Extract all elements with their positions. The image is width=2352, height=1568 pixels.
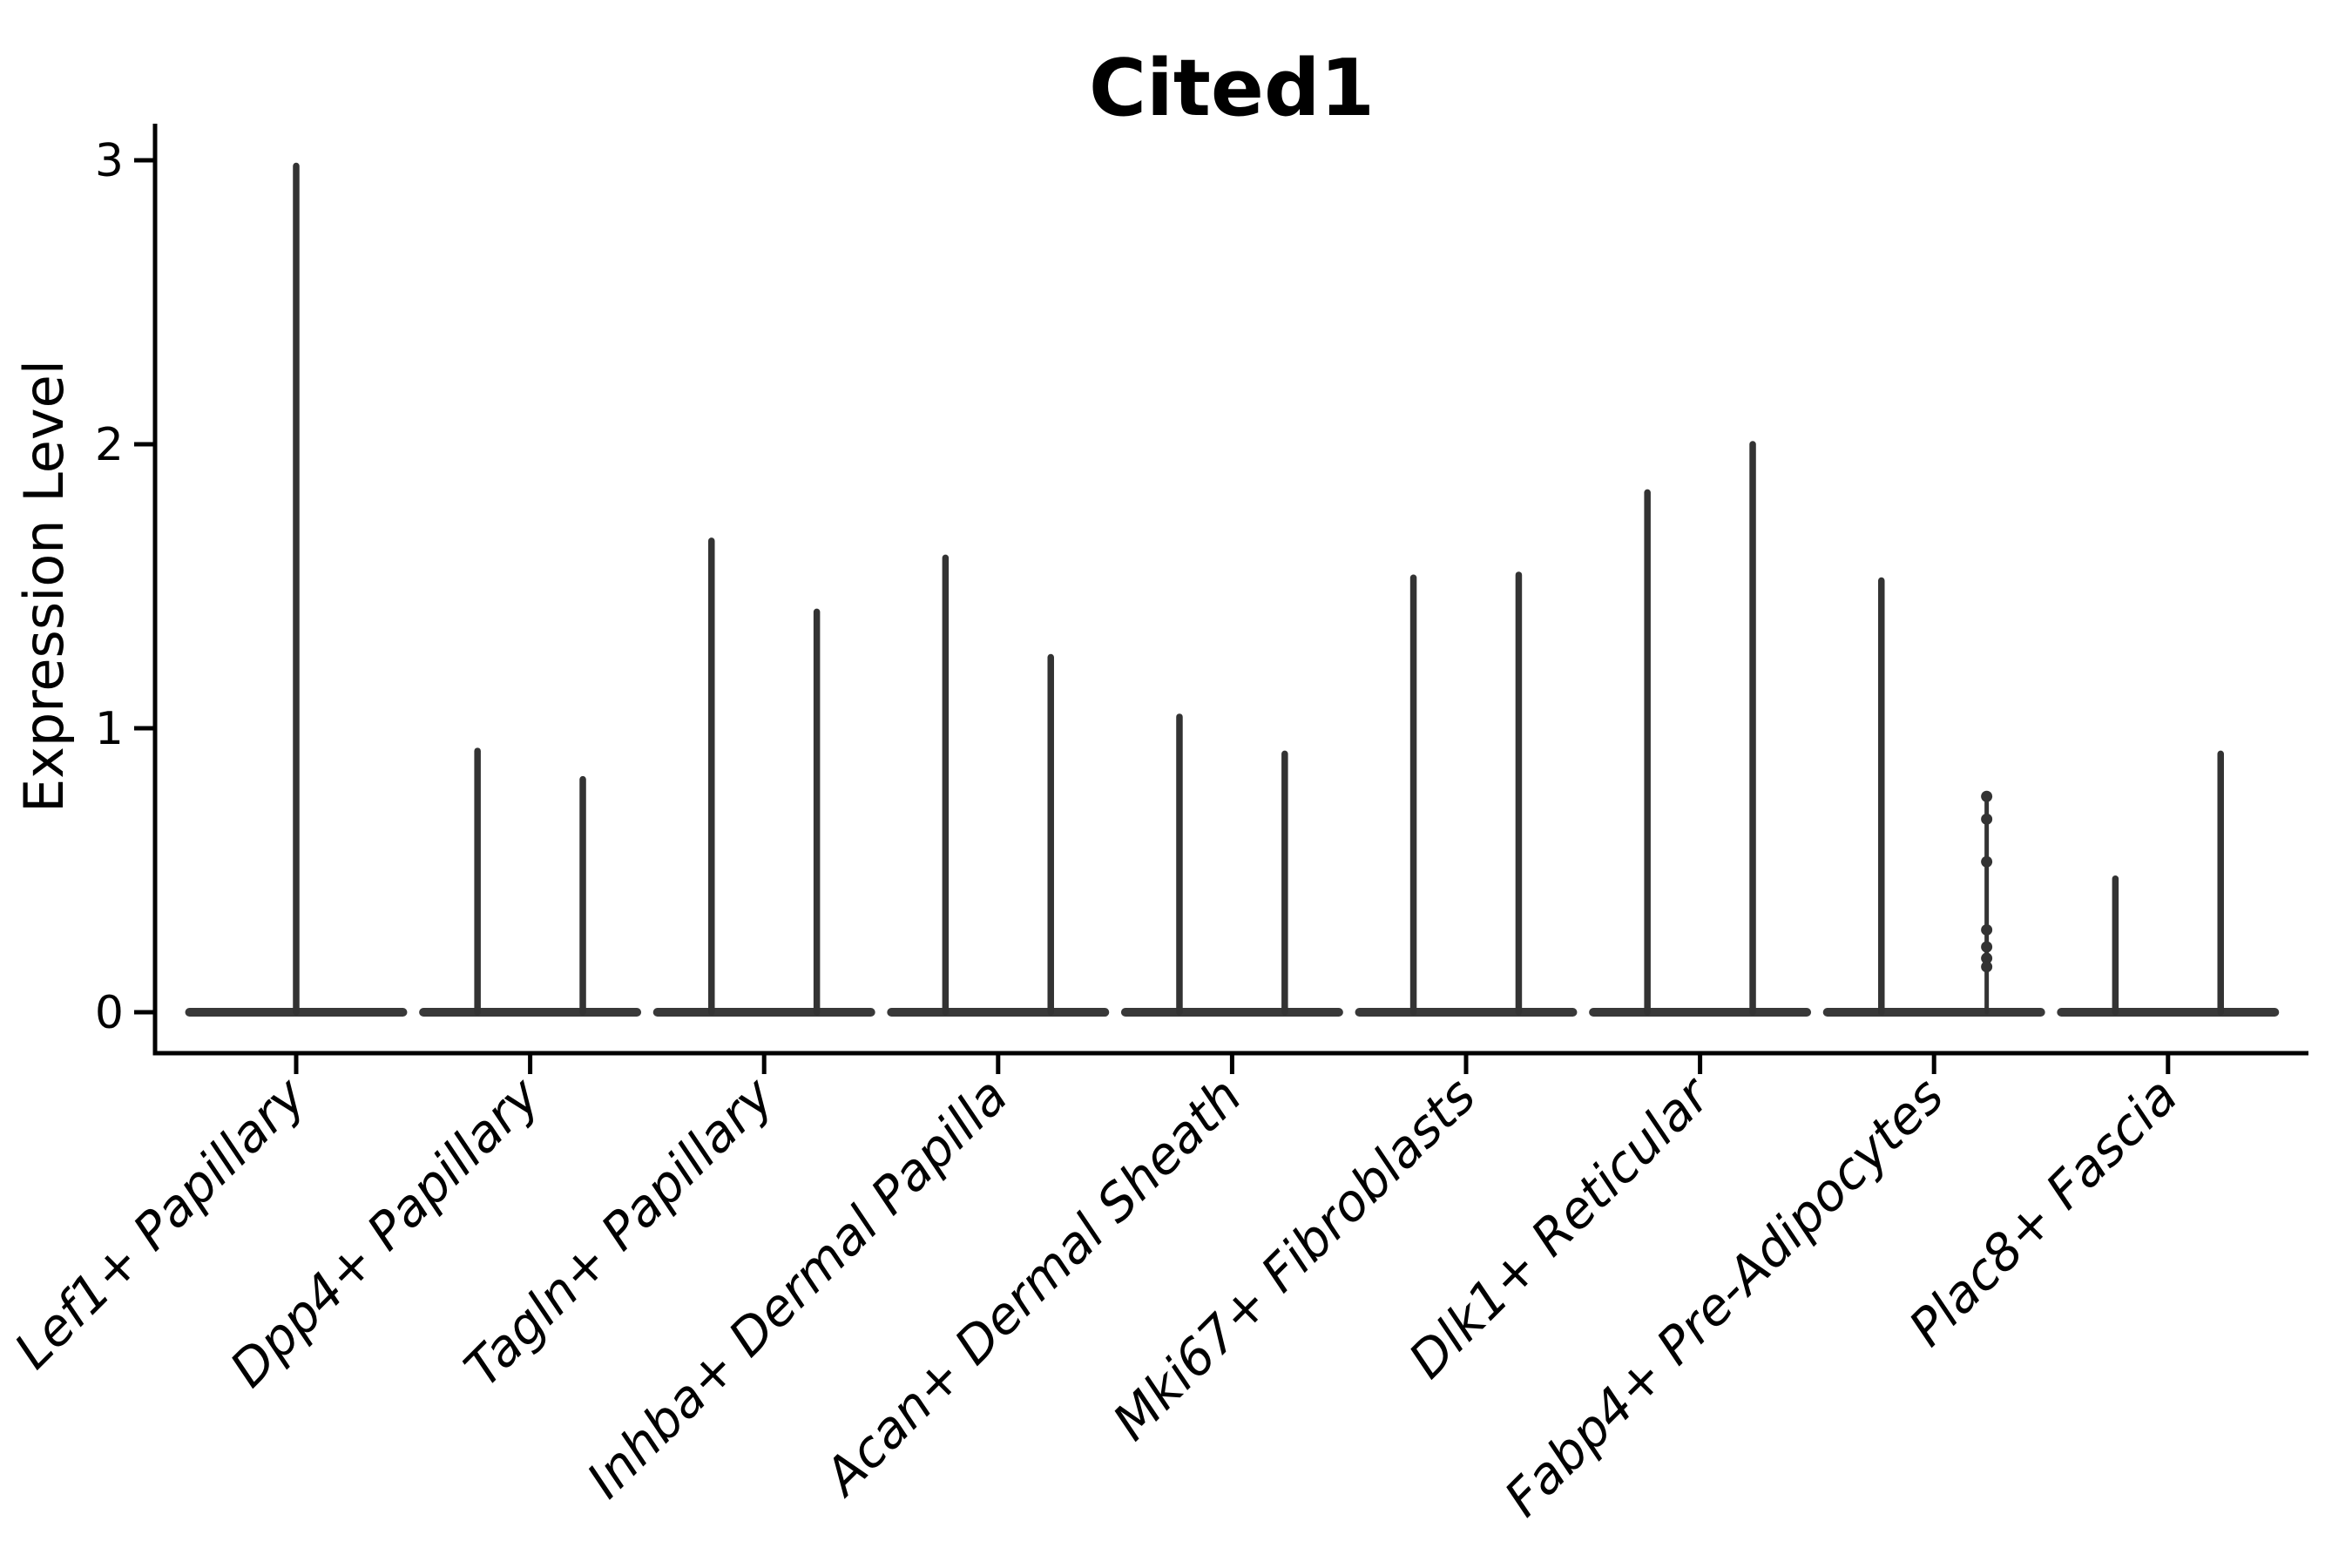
y-tick-label: 3 [95,135,124,187]
violin [1589,441,1812,1017]
violin [1822,577,2045,1017]
violin [652,537,875,1017]
x-tick-label: Acan+ Dermal Sheath [811,1066,1254,1509]
jitter-point [1981,855,1993,868]
y-tick-label: 1 [95,703,124,755]
y-tick-label: 0 [95,987,124,1039]
y-tick-labels: 0 1 2 3 [95,135,155,1039]
violins-group [185,162,2280,1017]
violin [887,554,1110,1017]
jitter-point [1981,923,1993,936]
jitter-point [1981,941,1993,953]
chart-title: Cited1 [1089,43,1375,134]
jitter-point [1981,961,1993,973]
violin [1355,571,1578,1017]
y-tick-label: 2 [95,419,124,471]
violin [1120,713,1343,1017]
jitter-point [1981,952,1993,964]
x-tick-label: Fabp4+ Pre-Adipocytes [1493,1066,1955,1528]
violin [2057,750,2280,1017]
violin [185,162,408,1017]
y-axis-label: Expression Level [12,360,76,813]
jitter-point [1981,790,1993,802]
x-tick-label: Inhba+ Dermal Papilla [576,1066,1019,1510]
jitter-point [1981,813,1993,825]
violin [419,747,642,1017]
